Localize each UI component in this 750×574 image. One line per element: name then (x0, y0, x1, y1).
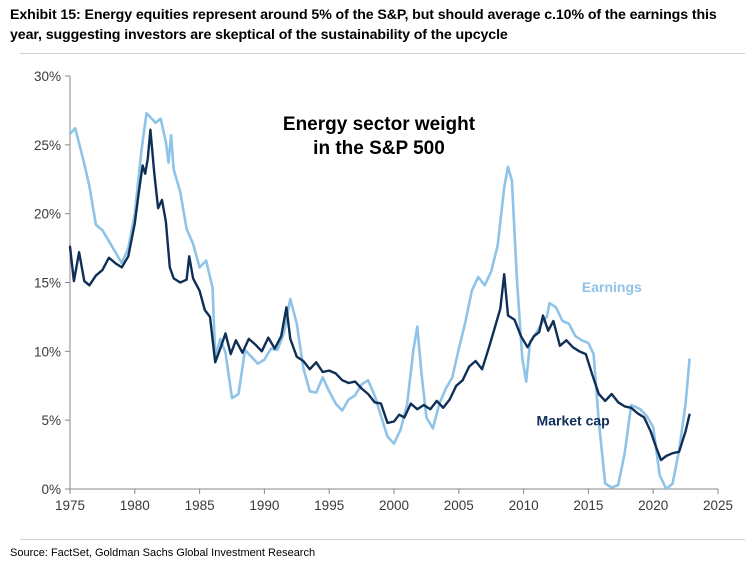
y-tick-label: 10% (34, 344, 61, 359)
x-tick-label: 2010 (509, 498, 539, 513)
y-tick-label: 25% (34, 138, 61, 153)
chart-frame (20, 53, 745, 540)
x-tick-label: 2015 (573, 498, 603, 513)
y-tick-label: 30% (34, 69, 61, 84)
market-cap-series-label: Market cap (537, 413, 610, 429)
earnings-series-line (68, 111, 691, 491)
x-tick-label: 1985 (185, 498, 215, 513)
x-tick-label: 1990 (249, 498, 279, 513)
x-tick-label: 1995 (314, 498, 344, 513)
y-tick-label: 15% (34, 276, 61, 291)
y-tick-label: 20% (34, 207, 61, 222)
x-tick-label: 2020 (638, 498, 668, 513)
series-layer (68, 111, 691, 491)
x-tick-label: 1975 (55, 498, 85, 513)
chart-border-top (20, 53, 745, 54)
x-tick-label: 2000 (379, 498, 409, 513)
x-tick-label: 2005 (444, 498, 474, 513)
chart-labels: Energy sector weight in the S&P 500 Earn… (283, 114, 642, 429)
chart-border-bottom (20, 539, 745, 540)
exhibit-title: Exhibit 15: Energy equities represent ar… (10, 7, 717, 43)
x-tick-label: 1980 (120, 498, 150, 513)
y-tick-label: 5% (41, 413, 61, 428)
chart-title-line-1: Energy sector weight (283, 114, 476, 135)
market-cap-series-line (68, 128, 691, 462)
axes: 0% 5% 10% 15% 20% 25% 30% 1975 1980 1985 1990 1995 2… (34, 69, 733, 513)
y-tick-label: 0% (41, 482, 61, 497)
source-note: Source: FactSet, Goldman Sachs Global In… (10, 547, 316, 559)
chart-title-line-2: in the S&P 500 (313, 138, 445, 159)
x-tick-label: 2025 (703, 498, 733, 513)
earnings-series-label: Earnings (582, 279, 642, 295)
